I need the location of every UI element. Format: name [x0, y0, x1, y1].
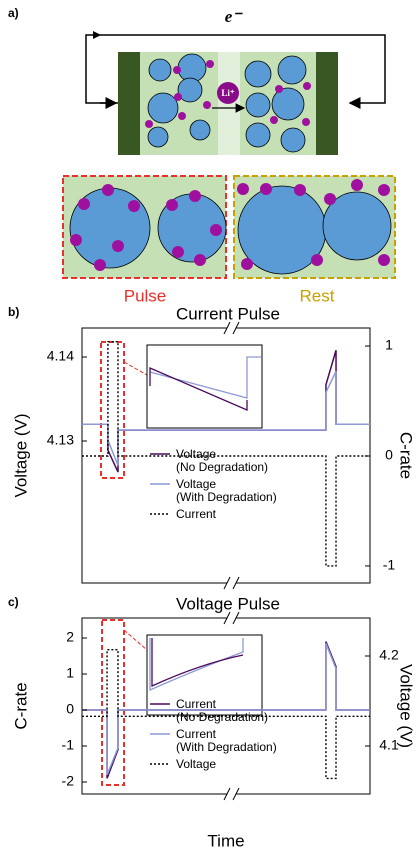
zoom-link — [124, 630, 147, 650]
legend-swatch — [150, 759, 170, 769]
pulse-label: Pulse — [124, 286, 167, 305]
legend-entry: Voltage (No Degradation) — [150, 448, 277, 474]
legend-swatch — [150, 729, 170, 739]
legend-label: Current (No Degradation) — [176, 698, 268, 724]
legend-label: Voltage (No Degradation) — [176, 448, 268, 474]
electron-label: e⁻ — [225, 7, 244, 26]
y-tick-label: 1 — [66, 665, 74, 681]
legend-entry: Voltage (With Degradation) — [150, 478, 277, 504]
panel-label: c) — [8, 595, 19, 609]
legend-swatch — [150, 449, 170, 459]
y-axis-label: Voltage (V) — [11, 413, 30, 497]
y2-axis-label: Voltage (V) — [397, 664, 416, 748]
chart-title: Voltage Pulse — [176, 594, 280, 613]
y-tick-label: 2 — [66, 629, 74, 645]
y2-tick-label: 4.2 — [379, 647, 399, 663]
y2-tick-label: -1 — [383, 557, 396, 573]
legend-label: Voltage (With Degradation) — [176, 478, 277, 504]
li-label: Li⁺ — [221, 88, 235, 98]
y-tick-label: -1 — [62, 737, 75, 753]
zoom-box — [101, 342, 124, 478]
legend-label: Current — [176, 508, 216, 521]
y-axis-label: C-rate — [11, 682, 30, 729]
y-tick-label: 4.13 — [47, 432, 74, 448]
legend: Voltage (No Degradation) Voltage (With De… — [150, 448, 277, 525]
y-tick-label: 0 — [66, 701, 74, 717]
rest-label: Rest — [300, 286, 335, 305]
y-tick-label: 4.14 — [47, 348, 74, 364]
legend: Current (No Degradation) Current (With De… — [150, 698, 277, 775]
legend-entry: Current — [150, 508, 277, 521]
figure: a) e⁻ Li⁺ Pulse Rest b)Current P — [0, 0, 417, 850]
legend-entry: Voltage — [150, 758, 277, 771]
zoom-link — [124, 362, 147, 375]
y2-tick-label: 0 — [385, 447, 393, 463]
x-axis-label: Time — [207, 831, 244, 850]
legend-swatch — [150, 509, 170, 519]
electrode — [316, 52, 338, 155]
electrode — [118, 52, 140, 155]
y2-tick-label: 4.1 — [379, 737, 399, 753]
panel-label: a) — [8, 6, 19, 20]
y-tick-label: -2 — [62, 773, 75, 789]
legend-entry: Current (With Degradation) — [150, 728, 277, 754]
legend-label: Current (With Degradation) — [176, 728, 277, 754]
chart-title: Current Pulse — [176, 304, 280, 323]
legend-label: Voltage — [176, 758, 216, 771]
legend-swatch — [150, 479, 170, 489]
y2-tick-label: 1 — [385, 337, 393, 353]
legend-entry: Current (No Degradation) — [150, 698, 277, 724]
y2-axis-label: C-rate — [397, 432, 416, 479]
panel-label: b) — [8, 305, 19, 319]
legend-swatch — [150, 699, 170, 709]
